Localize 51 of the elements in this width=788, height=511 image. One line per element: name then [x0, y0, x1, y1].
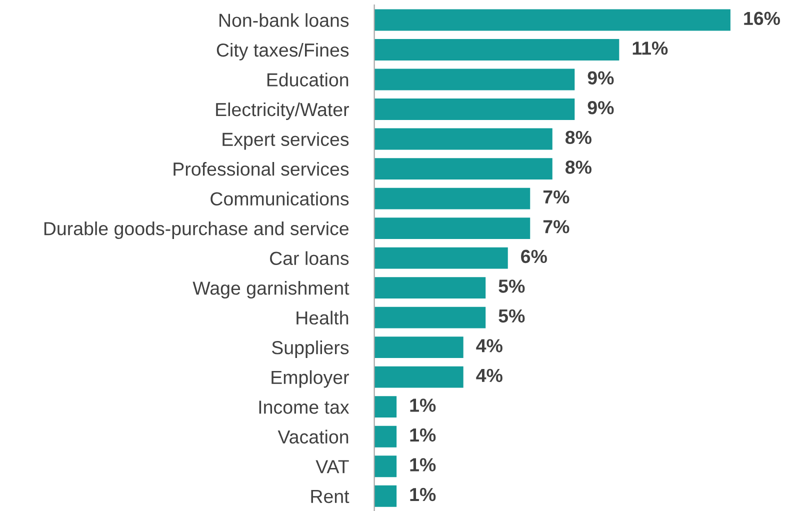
bar: [374, 396, 397, 418]
y-tick-label: Professional services: [174, 162, 349, 176]
data-label: 5%: [498, 309, 525, 323]
bar: [374, 426, 397, 448]
y-tick-label: Vacation: [278, 430, 348, 444]
y-tick-label: VAT: [316, 460, 349, 474]
y-tick-label: Education: [267, 72, 348, 86]
y-tick-label: Income tax: [259, 400, 350, 414]
bar: [374, 128, 552, 150]
y-tick-label: Employer: [272, 370, 349, 388]
y-tick-label: Communications: [210, 192, 349, 206]
bar: [374, 39, 620, 60]
data-label: 8%: [565, 160, 592, 174]
bar: [374, 247, 508, 269]
bar: [374, 9, 730, 31]
y-tick-label: Health: [296, 310, 348, 325]
data-label: 5%: [498, 280, 525, 293]
data-label: 4%: [476, 368, 502, 382]
y-tick-label: Car loans: [270, 251, 349, 266]
data-label: 6%: [521, 250, 547, 264]
data-label: 1%: [410, 398, 436, 412]
y-tick-label: Durable goods-purchase and service: [44, 222, 348, 239]
bar: [374, 456, 397, 478]
y-tick-label: Electricity/Water: [216, 102, 349, 120]
bar: [374, 68, 575, 90]
data-label: 4%: [476, 339, 502, 352]
y-tick-label: Wage garnishment: [192, 281, 350, 298]
data-label: 7%: [543, 220, 570, 234]
y-tick-label: City taxes/Fines: [216, 42, 349, 60]
data-label: 9%: [588, 71, 614, 85]
bar: [374, 218, 530, 240]
bar: [374, 336, 464, 358]
bar: [374, 158, 552, 180]
bar: [374, 485, 397, 507]
data-label: 7%: [543, 190, 570, 204]
data-label: 1%: [410, 458, 436, 472]
bar: [374, 98, 575, 120]
y-tick-label: Expert services: [222, 132, 349, 150]
bar: [374, 306, 486, 328]
data-label: 16%: [744, 12, 780, 26]
bar: [374, 277, 486, 299]
y-tick-label: Suppliers: [272, 340, 349, 358]
y-tick-label: Rent: [311, 490, 350, 504]
bar: [374, 188, 530, 210]
data-label: 8%: [565, 130, 592, 144]
data-label: 1%: [410, 428, 436, 442]
data-label: 9%: [588, 101, 614, 114]
y-tick-label: Non-bank loans: [220, 13, 349, 27]
data-label: 11%: [632, 42, 668, 55]
data-label: 1%: [410, 488, 436, 502]
bar: [374, 366, 464, 388]
